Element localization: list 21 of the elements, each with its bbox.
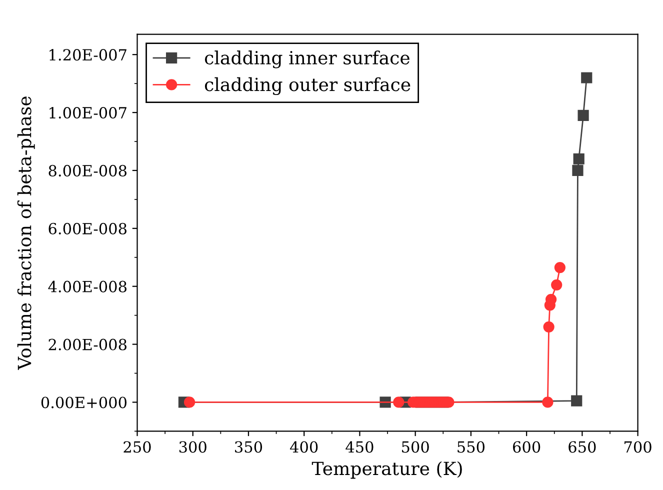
x-tick-label: 650 bbox=[568, 441, 596, 453]
legend-label: cladding inner surface bbox=[204, 50, 410, 68]
x-tick-label: 300 bbox=[179, 441, 206, 453]
x-tick-label: 500 bbox=[402, 441, 429, 453]
y-tick-label: 6.00E-008 bbox=[48, 222, 126, 234]
x-tick-label: 600 bbox=[513, 441, 540, 453]
y-tick-label: 8.00E-008 bbox=[48, 164, 126, 176]
y-tick-label: 1.00E-007 bbox=[50, 106, 126, 119]
y-tick-label: 1.20E-007 bbox=[50, 49, 126, 61]
x-tick-label: 350 bbox=[235, 441, 262, 453]
y-axis-title: Volume fraction of beta-phase bbox=[17, 96, 35, 370]
y-tick-label: 4.00E-008 bbox=[48, 280, 126, 292]
x-tick-label: 550 bbox=[458, 441, 485, 453]
x-tick-label: 250 bbox=[124, 441, 151, 453]
y-tick-label: 0.00E+000 bbox=[41, 396, 126, 408]
x-tick-label: 400 bbox=[290, 441, 318, 453]
x-tick-label: 450 bbox=[346, 441, 374, 453]
y-tick-label: 2.00E-008 bbox=[48, 338, 126, 350]
x-tick-label: 700 bbox=[624, 441, 652, 453]
legend-label: cladding outer surface bbox=[204, 77, 410, 96]
x-axis-title: Temperature (K) bbox=[312, 461, 462, 479]
